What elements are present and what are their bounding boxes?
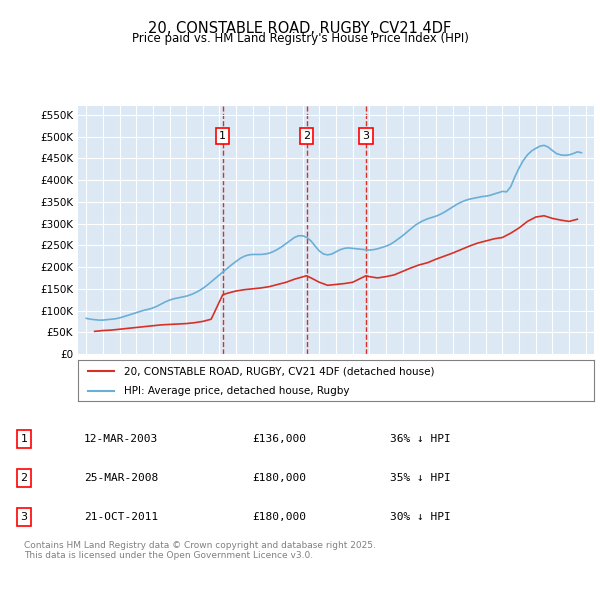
- Text: 25-MAR-2008: 25-MAR-2008: [84, 473, 158, 483]
- Text: 35% ↓ HPI: 35% ↓ HPI: [390, 473, 451, 483]
- Text: 21-OCT-2011: 21-OCT-2011: [84, 512, 158, 522]
- Text: HPI: Average price, detached house, Rugby: HPI: Average price, detached house, Rugb…: [124, 386, 350, 396]
- Text: £180,000: £180,000: [252, 512, 306, 522]
- Text: 2: 2: [20, 473, 28, 483]
- Text: Contains HM Land Registry data © Crown copyright and database right 2025.
This d: Contains HM Land Registry data © Crown c…: [24, 541, 376, 560]
- Text: 20, CONSTABLE ROAD, RUGBY, CV21 4DF: 20, CONSTABLE ROAD, RUGBY, CV21 4DF: [148, 21, 452, 35]
- Text: £136,000: £136,000: [252, 434, 306, 444]
- Text: 12-MAR-2003: 12-MAR-2003: [84, 434, 158, 444]
- Text: 1: 1: [20, 434, 28, 444]
- Text: 30% ↓ HPI: 30% ↓ HPI: [390, 512, 451, 522]
- Text: Price paid vs. HM Land Registry's House Price Index (HPI): Price paid vs. HM Land Registry's House …: [131, 32, 469, 45]
- Text: 20, CONSTABLE ROAD, RUGBY, CV21 4DF (detached house): 20, CONSTABLE ROAD, RUGBY, CV21 4DF (det…: [124, 366, 435, 376]
- Text: 36% ↓ HPI: 36% ↓ HPI: [390, 434, 451, 444]
- Text: 3: 3: [362, 131, 370, 141]
- Text: 3: 3: [20, 512, 28, 522]
- Text: 1: 1: [219, 131, 226, 141]
- Text: £180,000: £180,000: [252, 473, 306, 483]
- Text: 2: 2: [303, 131, 310, 141]
